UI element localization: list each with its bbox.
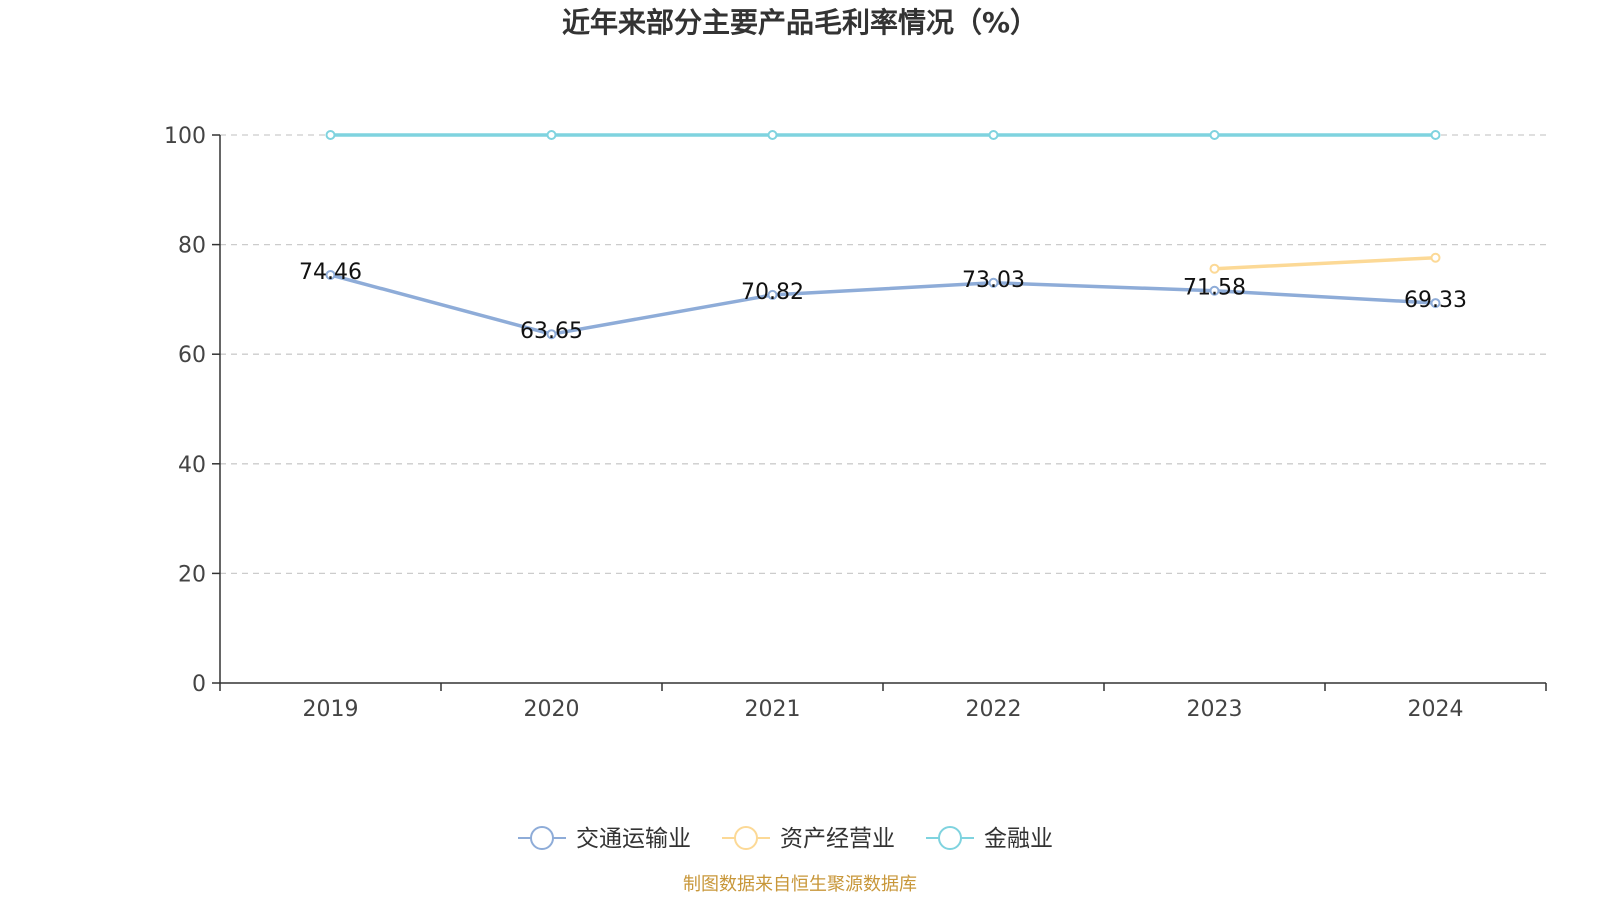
data-labels: 74.46 63.65 70.82 73.03 71.58 69.33	[299, 260, 1467, 344]
x-tick-label: 2022	[966, 697, 1022, 722]
data-point	[1430, 298, 1441, 309]
legend-item[interactable]: 金融业	[926, 826, 1053, 852]
data-point	[546, 329, 557, 340]
source-note: 制图数据来自恒生聚源数据库	[683, 874, 917, 895]
series-layer	[325, 130, 1441, 340]
x-tick-label: 2019	[303, 697, 359, 722]
data-label: 63.65	[520, 319, 583, 344]
legend-item[interactable]: 交通运输业	[518, 826, 691, 852]
y-tick-label: 60	[178, 343, 206, 368]
x-tick-label: 2023	[1187, 697, 1243, 722]
data-label: 71.58	[1183, 276, 1246, 301]
y-tick-label: 20	[178, 562, 206, 587]
data-point	[767, 289, 778, 300]
x-tick-label: 2024	[1408, 697, 1464, 722]
legend-label: 资产经营业	[780, 826, 895, 852]
chart-title: 近年来部分主要产品毛利率情况（%）	[562, 6, 1038, 39]
legend-item[interactable]: 资产经营业	[722, 826, 895, 852]
data-point	[1209, 130, 1220, 140]
legend-label: 金融业	[984, 826, 1053, 852]
data-point	[1209, 263, 1220, 274]
data-point	[1430, 252, 1441, 263]
y-tick-label: 100	[164, 124, 206, 149]
data-point	[1209, 285, 1220, 296]
data-label: 74.46	[299, 260, 362, 285]
x-tick-label: 2020	[524, 697, 580, 722]
data-point	[325, 269, 336, 280]
data-point	[988, 130, 999, 140]
y-tick-label: 80	[178, 234, 206, 259]
y-tick-label: 0	[192, 672, 206, 697]
legend-marker	[530, 826, 554, 850]
legend-marker	[938, 826, 962, 850]
data-label: 69.33	[1404, 288, 1467, 313]
data-label: 70.82	[741, 280, 804, 305]
series-line	[328, 273, 1438, 336]
legend-label: 交通运输业	[576, 826, 691, 852]
data-label: 73.03	[962, 268, 1025, 293]
series-line	[1212, 256, 1438, 271]
grid-lines	[220, 134, 1546, 575]
data-point	[1430, 130, 1441, 140]
data-point	[325, 130, 336, 140]
legend[interactable]: 交通运输业 资产经营业 金融业	[518, 826, 1053, 852]
legend-marker	[734, 826, 758, 850]
data-point	[988, 277, 999, 288]
axes: 0 20 40 60 80 100 2019 2020 2021 2022 2023 2024	[164, 124, 1547, 722]
data-point	[546, 130, 557, 140]
data-point	[767, 130, 778, 140]
y-tick-label: 40	[178, 453, 206, 478]
x-tick-label: 2021	[745, 697, 801, 722]
